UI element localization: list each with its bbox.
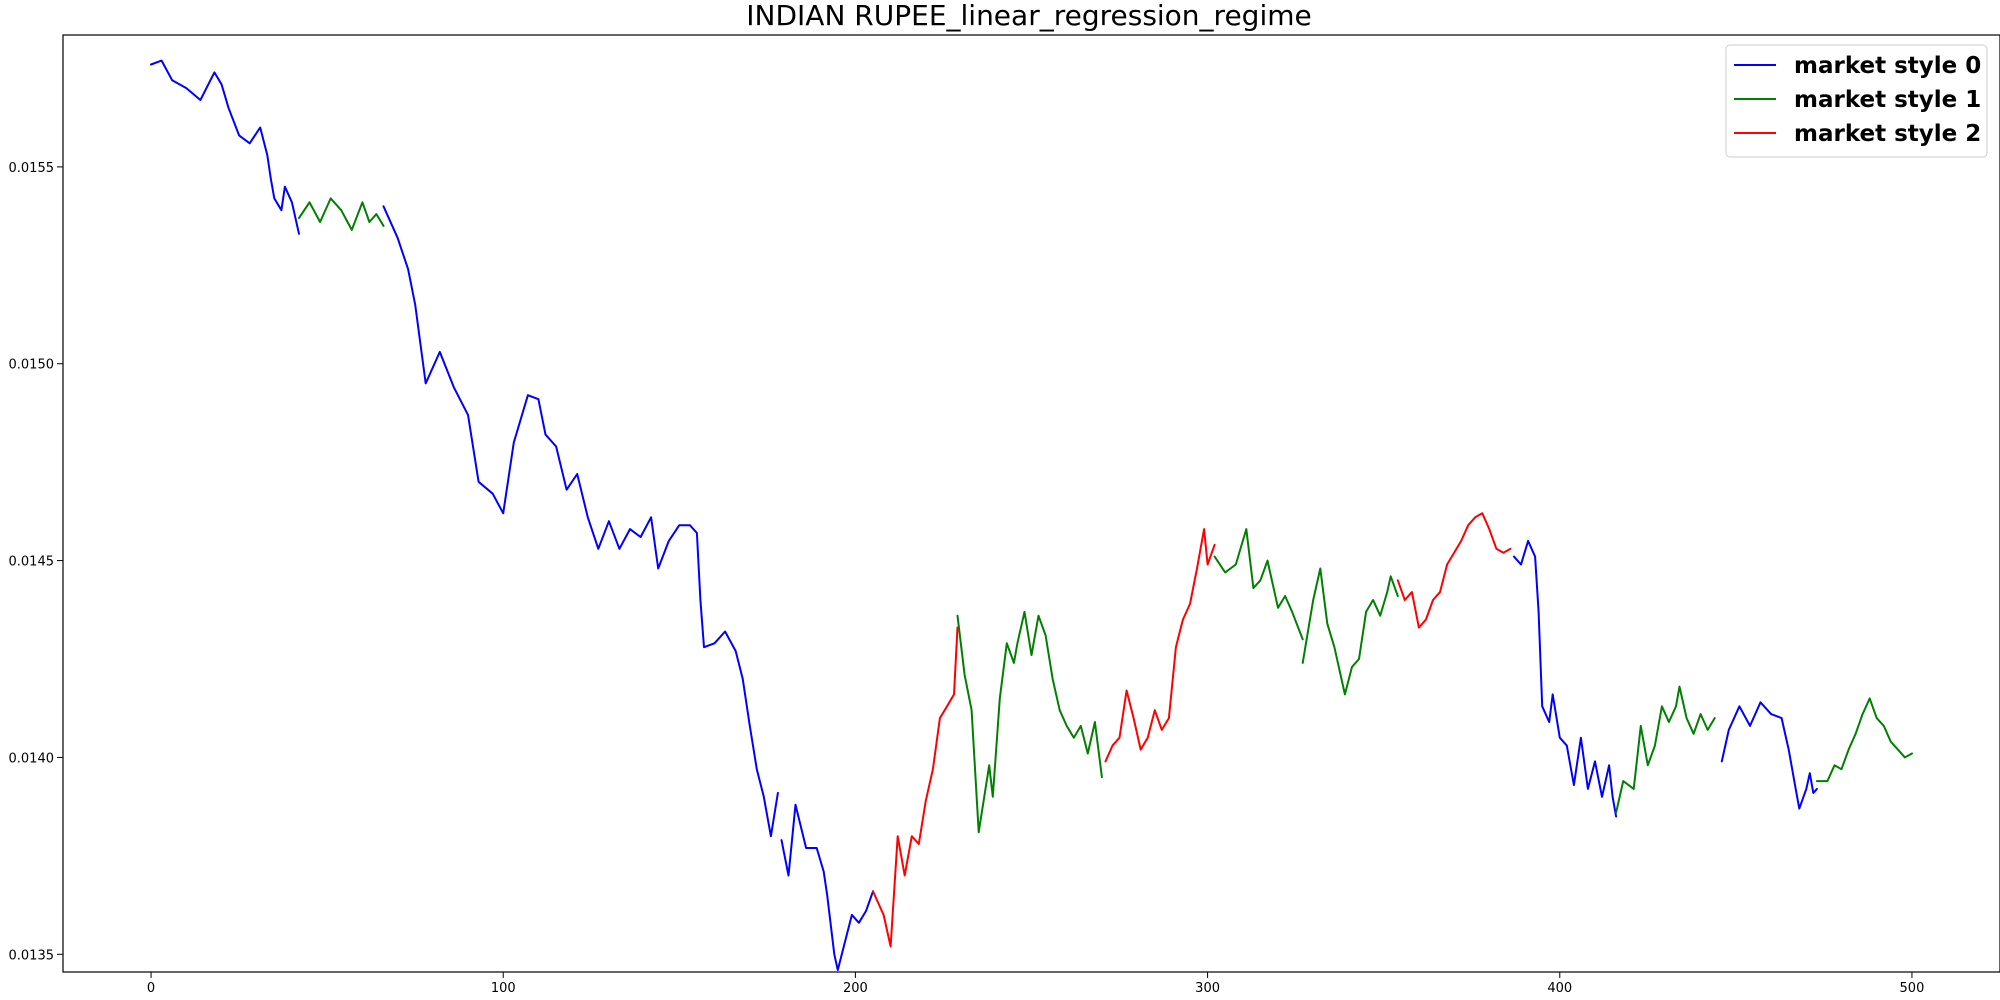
series-0-segment-0: [150, 59, 300, 235]
legend: market style 0 market style 1 market style…: [1725, 44, 1988, 158]
series-2-segment-1: [1104, 528, 1216, 763]
series-0-segment-1: [382, 205, 779, 838]
y-axis: 0.0135 0.0140 0.0145 0.0150 0.0155: [9, 161, 63, 963]
series-layer: [150, 59, 1913, 971]
series-1-segment-1: [956, 610, 1103, 834]
y-tick-label: 0.0140: [9, 751, 55, 766]
x-tick-label: 100: [491, 981, 516, 996]
series-1-segment-5: [1815, 697, 1913, 783]
legend-label-0: market style 0: [1794, 53, 1981, 79]
series-1-segment-2: [1213, 528, 1304, 641]
series-0-segment-2: [780, 803, 874, 971]
chart-title: INDIAN RUPEE_linear_regression_regime: [746, 0, 1311, 32]
x-axis: 0 100 200 300 400 500: [147, 972, 1924, 996]
x-tick-label: 300: [1195, 981, 1220, 996]
x-tick-label: 200: [843, 981, 868, 996]
plot-area: [63, 35, 2000, 972]
series-0-segment-4: [1720, 701, 1818, 810]
y-tick-label: 0.0145: [9, 555, 55, 570]
x-tick-label: 0: [147, 981, 155, 996]
x-tick-label: 500: [1900, 981, 1925, 996]
legend-box: [1725, 44, 1988, 158]
series-1-segment-4: [1615, 685, 1716, 814]
y-tick-label: 0.0150: [9, 358, 55, 373]
legend-label-1: market style 1: [1794, 87, 1981, 113]
series-1-segment-3: [1301, 567, 1399, 696]
series-0-segment-3: [1513, 539, 1618, 818]
plot-frame: [62, 34, 2000, 973]
legend-label-2: market style 2: [1794, 121, 1981, 147]
series-1-segment-0: [298, 197, 385, 231]
y-tick-label: 0.0135: [9, 948, 55, 963]
x-tick-label: 400: [1547, 981, 1572, 996]
series-2-segment-2: [1396, 512, 1512, 629]
y-tick-label: 0.0155: [9, 161, 55, 176]
series-2-segment-0: [872, 626, 959, 948]
